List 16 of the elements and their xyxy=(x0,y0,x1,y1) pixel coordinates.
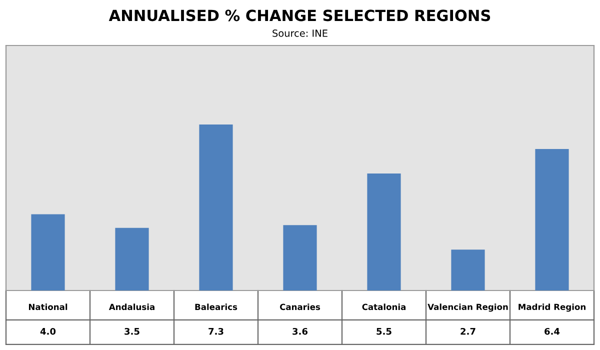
data-label: 3.5 xyxy=(124,328,140,335)
data-label: 3.6 xyxy=(292,328,308,335)
data-label: 4.0 xyxy=(40,328,56,335)
x-tick-label: Canaries xyxy=(280,304,320,310)
data-label: 2.7 xyxy=(460,328,476,335)
data-label: 7.3 xyxy=(208,328,224,335)
x-tick-label: Valencian Region xyxy=(428,304,508,312)
x-tick-label: Catalonia xyxy=(362,304,406,310)
data-label: 6.4 xyxy=(544,328,560,335)
x-tick-label: Madrid Region xyxy=(518,304,586,312)
chart-subtitle: Source: INE xyxy=(272,30,328,37)
x-tick-label: National xyxy=(28,304,68,310)
data-label: 5.5 xyxy=(376,328,392,335)
chart-title: ANNUALISED % CHANGE SELECTED REGIONS xyxy=(108,10,490,22)
x-tick-label: Balearics xyxy=(195,304,238,310)
x-tick-label: Andalusia xyxy=(108,304,154,310)
